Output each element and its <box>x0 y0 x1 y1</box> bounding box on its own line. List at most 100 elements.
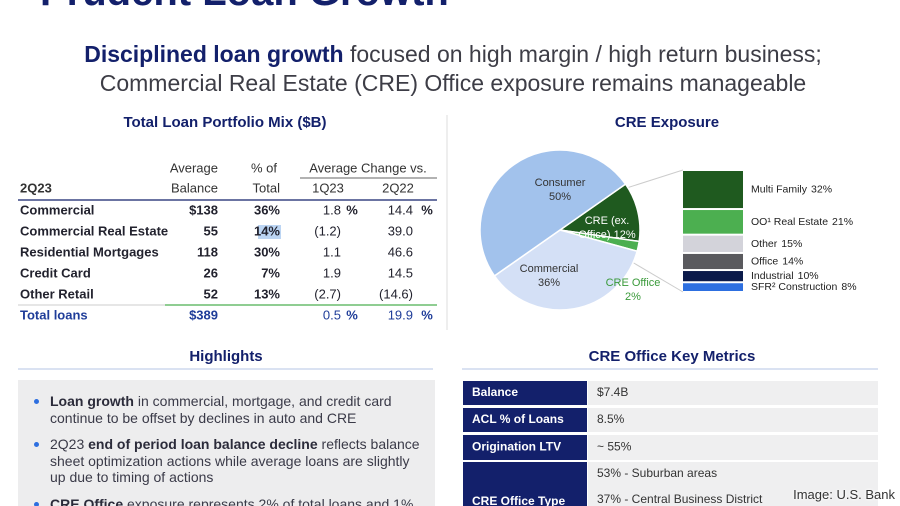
table-cell: 46.6 <box>388 244 413 259</box>
column-header: Average <box>170 160 218 175</box>
metric-value-cell <box>588 462 878 506</box>
segment-name: OO¹ Real Estate <box>751 216 828 228</box>
table-cell: 30% <box>254 244 280 259</box>
table-cell: 1.8 <box>323 202 341 217</box>
table-cell: 55 <box>204 223 218 238</box>
highlight <box>258 225 281 239</box>
bar-segment <box>683 171 743 209</box>
table-cell: 0.5 <box>323 307 341 322</box>
metric-value-cell <box>588 381 878 405</box>
bullet: 2Q23 end of period loan balance decline … <box>34 436 425 486</box>
table-cell: Commercial Real Estate <box>20 223 168 238</box>
metric-label: CRE Office Type <box>472 494 565 506</box>
bar-segment <box>683 235 743 252</box>
segment-label: Multi Family 32% <box>751 183 832 195</box>
segment-name: Other <box>751 238 778 250</box>
segment-value: 15% <box>781 238 802 250</box>
segment-value: 32% <box>811 183 832 195</box>
segment-label: SFR² Construction 8% <box>751 281 857 293</box>
metric-value: 8.5% <box>597 412 625 426</box>
table-cell: % <box>346 202 358 217</box>
pie-slice <box>479 149 627 277</box>
image-credit: Image: U.S. Bank <box>793 487 895 502</box>
table-cell: Other Retail <box>20 286 94 301</box>
subtitle-bold: Disciplined loan growth <box>84 41 344 67</box>
slice-name: Consumer <box>534 177 586 189</box>
section-title: Total Loan Portfolio Mix ($B) <box>123 114 327 131</box>
slice-name: CRE (ex. Office) <box>578 215 630 241</box>
segment-label: OO¹ Real Estate 21% <box>751 216 853 228</box>
table-cell: $138 <box>189 202 218 217</box>
slice-value: 36% <box>537 277 561 289</box>
metric-value: 53% - Suburban areas <box>597 466 717 480</box>
table-cell: 19.9 <box>388 307 413 322</box>
table-cell: $389 <box>189 307 218 322</box>
metric-label: Origination LTV <box>472 440 561 454</box>
slide-title: Prudent Loan Growth <box>40 0 449 15</box>
section-title: Highlights <box>189 348 263 365</box>
table-cell: Commercial <box>20 202 94 217</box>
segment-name: Industrial <box>751 270 794 282</box>
table-cell: % <box>421 202 433 217</box>
table-cell: Residential Mortgages <box>20 244 159 259</box>
slice-value: 12% <box>613 229 636 241</box>
bar-segment <box>683 283 743 291</box>
bar-segment <box>683 253 743 270</box>
table-cell: (14.6) <box>379 286 413 301</box>
table-cell: 118 <box>197 244 218 259</box>
table-cell: 7% <box>261 265 280 280</box>
segment-name: Multi Family <box>751 183 808 195</box>
table-cell: % <box>421 307 433 322</box>
column-header: Balance <box>171 180 218 195</box>
slice-name: CRE Office <box>605 277 661 289</box>
metric-label-cell <box>463 381 587 405</box>
section-title: CRE Exposure <box>614 114 720 131</box>
table-cell: 1.1 <box>323 244 341 259</box>
metric-value: ~ 55% <box>597 440 632 454</box>
bullet-text: CRE Office <box>50 495 124 506</box>
connector <box>631 261 684 293</box>
bullet-text: exposure represents 2% of total loans an… <box>127 495 414 506</box>
table-cell: 36% <box>254 202 280 217</box>
bullet-text: reflects balance sheet optimization acti… <box>50 436 420 485</box>
metric-label: ACL % of Loans <box>472 412 564 426</box>
metric-label-cell <box>463 435 587 460</box>
pie-slice <box>493 229 639 311</box>
table-cell: 52 <box>204 286 218 301</box>
subtitle-line2: Commercial Real Estate (CRE) Office expo… <box>99 70 807 96</box>
subtitle: Disciplined loan growth focused on high … <box>0 40 900 98</box>
table-cell: (2.7) <box>314 286 341 301</box>
subtitle-rest: focused on high margin / high return bus… <box>350 41 822 67</box>
slice-name: Commercial <box>519 263 579 275</box>
bar-segment <box>683 271 743 282</box>
column-header: Total <box>253 180 281 195</box>
bullet-text: in commercial, mortgage, and credit card… <box>50 393 392 426</box>
segment-label: Office 14% <box>751 255 803 267</box>
bullet-text: Loan growth <box>50 393 134 409</box>
pie-label: CRE (ex. Office) 12% <box>571 214 643 242</box>
table-cell: Credit Card <box>20 265 91 280</box>
pie-label: Consumer 50% <box>529 176 591 204</box>
segment-label: Industrial 10% <box>751 270 819 282</box>
table-cell: 26 <box>204 265 218 280</box>
metric-value-cell <box>588 408 878 432</box>
slice-value: 50% <box>548 191 572 203</box>
bullet: CRE Office exposure represents 2% of tot… <box>34 495 425 506</box>
highlights-box: Loan growth in commercial, mortgage, and… <box>18 380 435 506</box>
pie-slice <box>558 183 641 243</box>
segment-name: Office <box>751 255 778 267</box>
metric-label-cell <box>463 408 587 432</box>
segment-value: 14% <box>782 255 803 267</box>
segment-name: SFR² Construction <box>751 281 838 293</box>
column-header: 2Q22 <box>382 180 414 195</box>
column-header: 1Q23 <box>312 180 344 195</box>
metric-label: Balance <box>472 385 518 399</box>
bullet: Loan growth in commercial, mortgage, and… <box>34 393 425 426</box>
metric-value: $7.4B <box>597 385 628 399</box>
table-cell: 14.4 <box>388 202 413 217</box>
metric-value: 37% - Central Business District <box>597 492 763 506</box>
bullet-text: end of period loan balance decline <box>88 436 318 452</box>
segment-label: Other 15% <box>751 238 802 250</box>
segment-value: 10% <box>798 270 819 282</box>
segment-value: 21% <box>832 216 853 228</box>
